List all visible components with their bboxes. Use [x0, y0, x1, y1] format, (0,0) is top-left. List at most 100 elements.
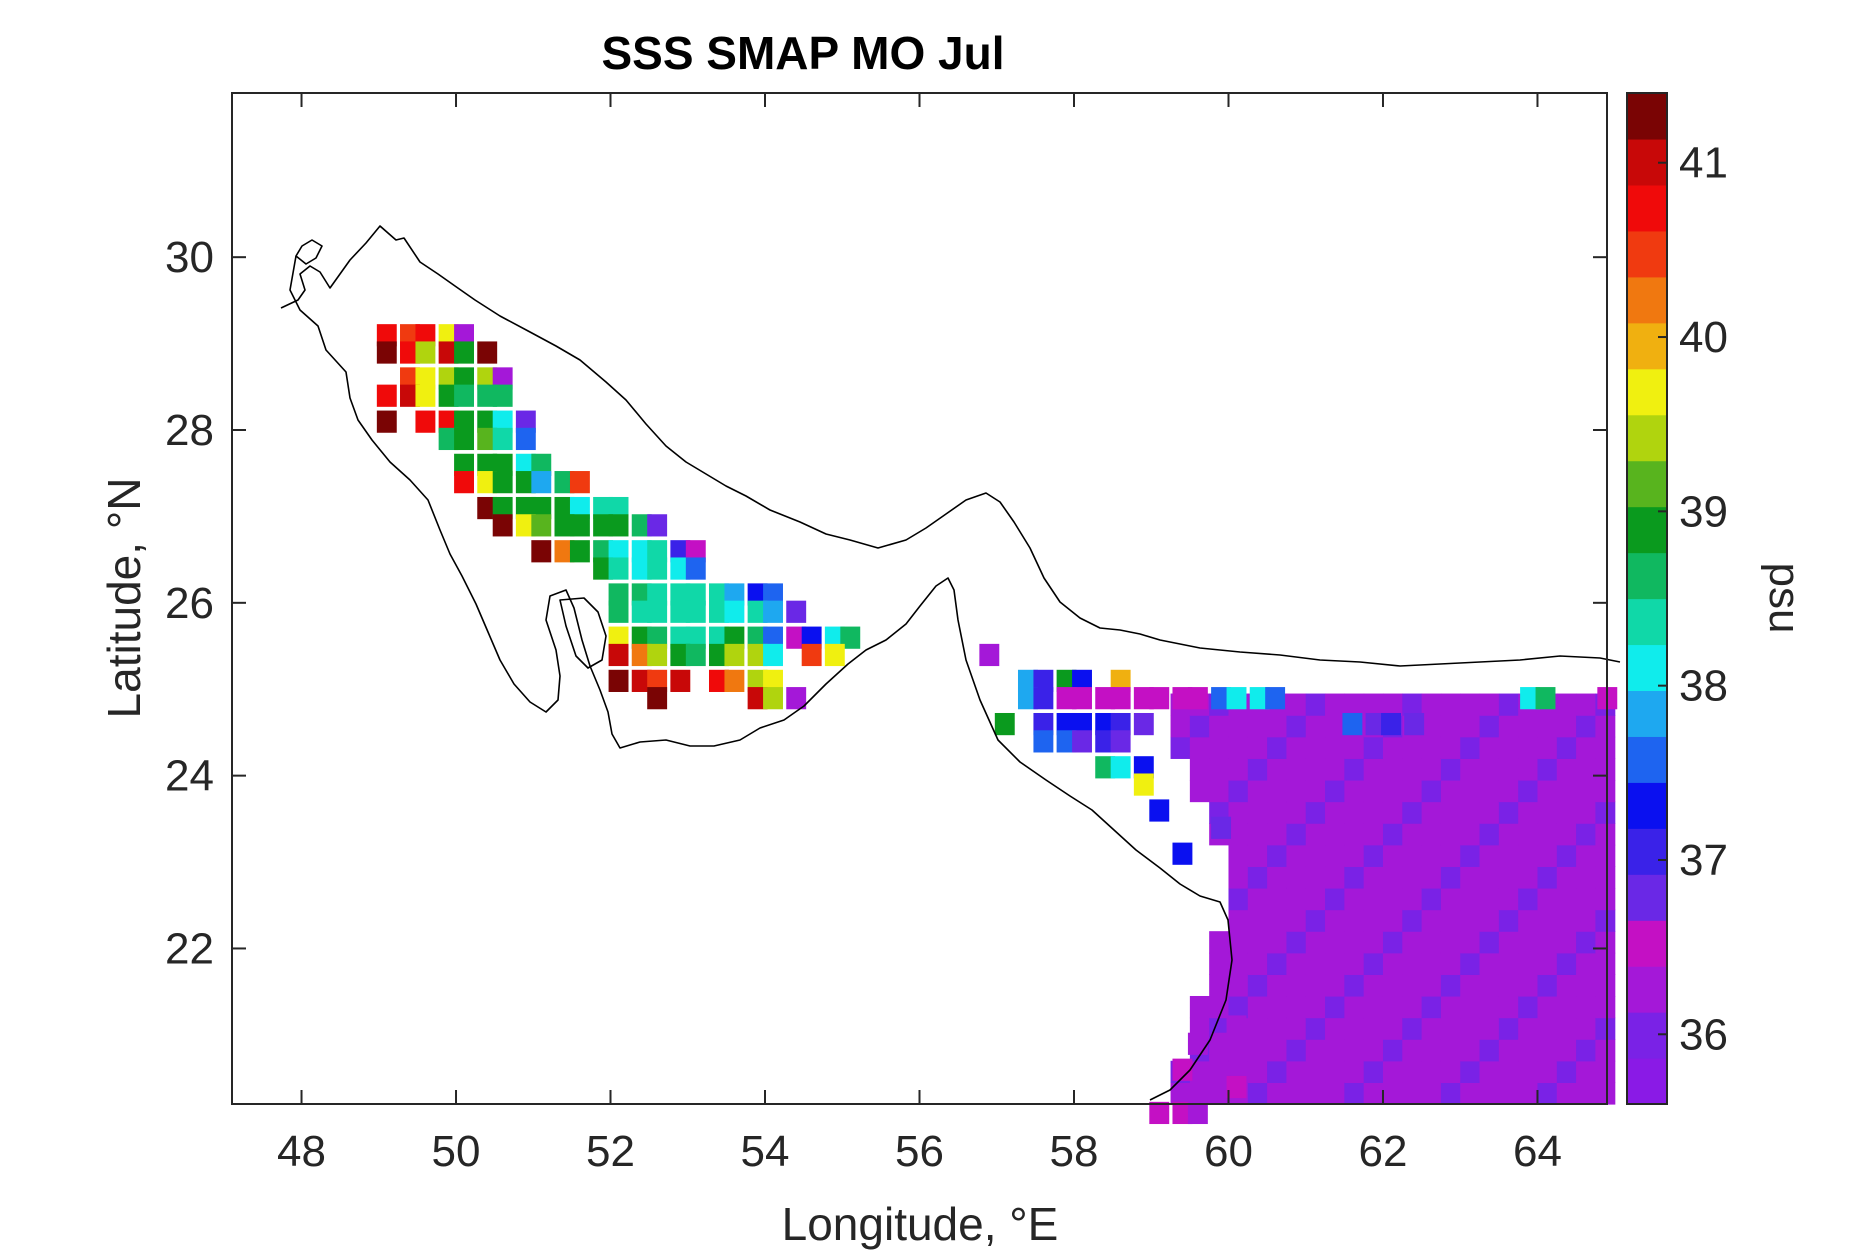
ocean-cell	[1286, 909, 1307, 932]
salinity-cell	[492, 367, 513, 390]
colorbar-segment	[1627, 874, 1667, 921]
ocean-cell	[1498, 909, 1519, 932]
salinity-cell	[454, 410, 474, 433]
ocean-cell	[1286, 758, 1307, 781]
ocean-cell	[1556, 952, 1577, 975]
salinity-cell	[631, 669, 652, 692]
salinity-cell	[400, 324, 420, 347]
ocean-cell	[1518, 736, 1539, 759]
ocean-cell	[1440, 844, 1461, 867]
y-axis-label: Latitude, °N	[98, 478, 150, 719]
coastline	[280, 225, 1621, 1101]
ocean-cell	[1498, 931, 1519, 954]
salinity-cell	[1211, 1075, 1232, 1099]
salinity-cell	[1110, 712, 1131, 736]
ocean-cell	[1421, 715, 1442, 738]
salinity-cell	[593, 557, 614, 580]
salinity-cell	[400, 367, 420, 390]
salinity-cell	[554, 471, 575, 494]
ocean-cell	[1595, 801, 1616, 824]
ocean-cell	[1363, 995, 1384, 1019]
salinity-cell	[376, 341, 397, 364]
ocean-cell	[1556, 1060, 1577, 1083]
salinity-cell	[1095, 730, 1116, 753]
ocean-cell	[1325, 974, 1345, 997]
ocean-cell	[1576, 995, 1597, 1019]
colorbar-segment	[1627, 644, 1667, 691]
ocean-cell	[1402, 801, 1423, 824]
ocean-cell	[1556, 779, 1577, 803]
salinity-cell	[1095, 712, 1116, 736]
ocean-cell	[1479, 844, 1500, 867]
colorbar-segment	[1627, 93, 1667, 140]
ocean-cell	[1460, 823, 1481, 846]
ocean-cell	[1556, 909, 1577, 932]
ocean-cell	[1402, 736, 1423, 759]
lon-tick-label: 60	[1204, 1127, 1253, 1176]
salinity-cell	[492, 410, 513, 433]
ocean-cell	[1228, 995, 1249, 1019]
ocean-cell	[1518, 909, 1539, 932]
ocean-cell	[1286, 866, 1307, 889]
ocean-cell	[1595, 974, 1616, 997]
ocean-cell	[1537, 974, 1558, 997]
ocean-cell	[1305, 952, 1326, 975]
ocean-cell	[1440, 995, 1461, 1019]
ocean-cell	[1498, 758, 1519, 781]
ocean-cell	[1556, 693, 1577, 716]
lon-tick-label: 64	[1513, 1127, 1562, 1176]
salinity-cell	[515, 453, 536, 476]
salinity-cell	[786, 687, 807, 710]
ocean-cell	[1440, 887, 1461, 911]
ocean-cell	[1440, 715, 1461, 738]
colorbar-segment	[1627, 414, 1667, 462]
ocean-cell	[1421, 736, 1442, 759]
ocean-cell	[1189, 715, 1210, 738]
ocean-cell	[1247, 866, 1268, 889]
ocean-cell	[1286, 995, 1307, 1019]
ocean-cell	[1286, 887, 1307, 911]
ocean-cell	[1460, 887, 1481, 911]
salinity-cell	[531, 453, 552, 476]
ocean-cell	[1595, 823, 1616, 846]
salinity-cell	[492, 427, 513, 451]
ocean-cell	[1421, 931, 1442, 954]
salinity-cell	[1056, 712, 1077, 736]
ocean-cell	[1421, 1039, 1442, 1062]
salinity-cells	[376, 324, 1618, 1125]
salinity-cell	[979, 643, 1000, 667]
salinity-cell	[670, 643, 691, 667]
ocean-cell	[1363, 758, 1384, 781]
colorbar-tick-label: 39	[1679, 487, 1728, 536]
ocean-cell	[1325, 758, 1345, 781]
ocean-cell	[1402, 779, 1423, 803]
ocean-cell	[1556, 758, 1577, 781]
lon-tick-label: 54	[741, 1127, 790, 1176]
ocean-cell	[1421, 779, 1442, 803]
salinity-cell	[1033, 687, 1054, 710]
salinity-cell	[1056, 730, 1077, 753]
ocean-cell	[1498, 1017, 1519, 1040]
salinity-cell	[593, 496, 614, 520]
ocean-cell	[1518, 715, 1539, 738]
lon-tick-label: 50	[432, 1127, 481, 1176]
ocean-cell	[1189, 758, 1210, 781]
salinity-cell	[1149, 687, 1170, 710]
ocean-cell	[1440, 931, 1461, 954]
salinity-cell	[454, 384, 474, 407]
ocean-cell	[1460, 1060, 1481, 1083]
salinity-cell	[515, 496, 536, 520]
salinity-cell	[647, 540, 668, 563]
ocean-cell	[1267, 1082, 1288, 1105]
colorbar-segment	[1627, 828, 1667, 875]
salinity-cell	[1133, 687, 1154, 710]
ocean-cell	[1344, 887, 1365, 911]
ocean-cell	[1228, 952, 1249, 975]
ocean-cell	[1595, 1082, 1616, 1105]
salinity-cell	[608, 600, 629, 623]
salinity-cell	[1211, 687, 1232, 710]
ocean-cell	[1498, 866, 1519, 889]
ocean-cell	[1344, 758, 1365, 781]
ocean-cell	[1305, 758, 1326, 781]
ocean-cell	[1440, 1082, 1461, 1105]
